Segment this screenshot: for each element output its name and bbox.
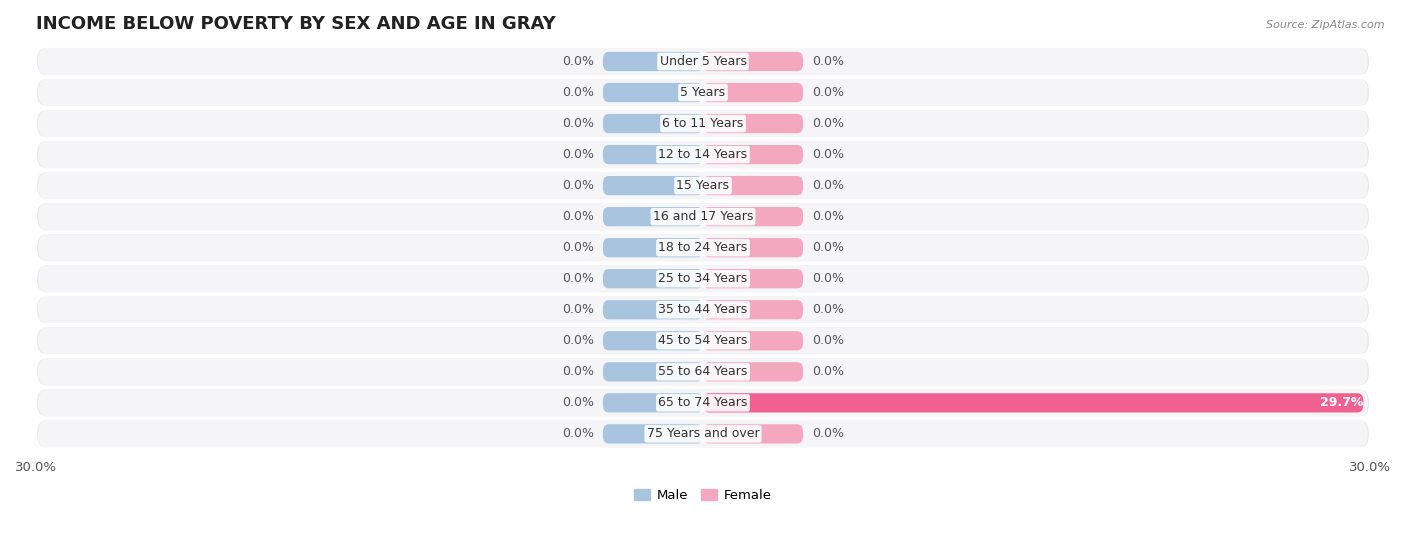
FancyBboxPatch shape bbox=[37, 326, 1369, 355]
FancyBboxPatch shape bbox=[703, 362, 803, 381]
FancyBboxPatch shape bbox=[37, 389, 1369, 417]
Text: 55 to 64 Years: 55 to 64 Years bbox=[658, 366, 748, 378]
Text: 16 and 17 Years: 16 and 17 Years bbox=[652, 210, 754, 223]
FancyBboxPatch shape bbox=[603, 362, 703, 381]
FancyBboxPatch shape bbox=[37, 420, 1369, 448]
FancyBboxPatch shape bbox=[38, 296, 1368, 324]
Text: 0.0%: 0.0% bbox=[811, 210, 844, 223]
Text: 65 to 74 Years: 65 to 74 Years bbox=[658, 396, 748, 409]
FancyBboxPatch shape bbox=[703, 114, 803, 133]
FancyBboxPatch shape bbox=[38, 327, 1368, 354]
Text: 0.0%: 0.0% bbox=[811, 179, 844, 192]
FancyBboxPatch shape bbox=[38, 358, 1368, 386]
FancyBboxPatch shape bbox=[703, 393, 1364, 413]
FancyBboxPatch shape bbox=[703, 331, 803, 350]
FancyBboxPatch shape bbox=[38, 110, 1368, 137]
Text: Under 5 Years: Under 5 Years bbox=[659, 55, 747, 68]
Text: 0.0%: 0.0% bbox=[562, 210, 595, 223]
FancyBboxPatch shape bbox=[37, 78, 1369, 107]
FancyBboxPatch shape bbox=[38, 79, 1368, 106]
Text: INCOME BELOW POVERTY BY SEX AND AGE IN GRAY: INCOME BELOW POVERTY BY SEX AND AGE IN G… bbox=[37, 15, 555, 33]
Text: 0.0%: 0.0% bbox=[562, 272, 595, 285]
FancyBboxPatch shape bbox=[703, 52, 803, 71]
FancyBboxPatch shape bbox=[703, 238, 803, 257]
Text: 0.0%: 0.0% bbox=[562, 86, 595, 99]
FancyBboxPatch shape bbox=[703, 207, 803, 226]
Text: 0.0%: 0.0% bbox=[562, 117, 595, 130]
Text: 0.0%: 0.0% bbox=[562, 148, 595, 161]
FancyBboxPatch shape bbox=[603, 331, 703, 350]
Text: 0.0%: 0.0% bbox=[811, 55, 844, 68]
FancyBboxPatch shape bbox=[603, 145, 703, 164]
Text: 0.0%: 0.0% bbox=[562, 396, 595, 409]
FancyBboxPatch shape bbox=[703, 176, 803, 195]
Legend: Male, Female: Male, Female bbox=[628, 484, 778, 508]
FancyBboxPatch shape bbox=[603, 393, 703, 413]
FancyBboxPatch shape bbox=[38, 141, 1368, 168]
FancyBboxPatch shape bbox=[37, 172, 1369, 200]
FancyBboxPatch shape bbox=[603, 424, 703, 443]
Text: 29.7%: 29.7% bbox=[1320, 396, 1364, 409]
Text: Source: ZipAtlas.com: Source: ZipAtlas.com bbox=[1267, 20, 1385, 30]
FancyBboxPatch shape bbox=[37, 264, 1369, 293]
FancyBboxPatch shape bbox=[603, 52, 703, 71]
FancyBboxPatch shape bbox=[37, 47, 1369, 76]
Text: 0.0%: 0.0% bbox=[811, 117, 844, 130]
FancyBboxPatch shape bbox=[38, 420, 1368, 448]
FancyBboxPatch shape bbox=[603, 114, 703, 133]
FancyBboxPatch shape bbox=[37, 358, 1369, 386]
FancyBboxPatch shape bbox=[37, 110, 1369, 138]
Text: 0.0%: 0.0% bbox=[562, 179, 595, 192]
FancyBboxPatch shape bbox=[703, 300, 803, 319]
Text: 0.0%: 0.0% bbox=[811, 303, 844, 316]
FancyBboxPatch shape bbox=[703, 424, 803, 443]
FancyBboxPatch shape bbox=[37, 202, 1369, 231]
FancyBboxPatch shape bbox=[603, 238, 703, 257]
FancyBboxPatch shape bbox=[603, 83, 703, 102]
Text: 0.0%: 0.0% bbox=[562, 334, 595, 347]
FancyBboxPatch shape bbox=[703, 269, 803, 288]
Text: 0.0%: 0.0% bbox=[811, 428, 844, 440]
FancyBboxPatch shape bbox=[37, 140, 1369, 169]
Text: 0.0%: 0.0% bbox=[562, 428, 595, 440]
FancyBboxPatch shape bbox=[38, 172, 1368, 199]
Text: 5 Years: 5 Years bbox=[681, 86, 725, 99]
FancyBboxPatch shape bbox=[603, 207, 703, 226]
Text: 12 to 14 Years: 12 to 14 Years bbox=[658, 148, 748, 161]
Text: 0.0%: 0.0% bbox=[562, 55, 595, 68]
FancyBboxPatch shape bbox=[603, 176, 703, 195]
Text: 0.0%: 0.0% bbox=[562, 366, 595, 378]
Text: 0.0%: 0.0% bbox=[562, 241, 595, 254]
FancyBboxPatch shape bbox=[38, 389, 1368, 416]
Text: 75 Years and over: 75 Years and over bbox=[647, 428, 759, 440]
FancyBboxPatch shape bbox=[37, 296, 1369, 324]
Text: 15 Years: 15 Years bbox=[676, 179, 730, 192]
Text: 0.0%: 0.0% bbox=[562, 303, 595, 316]
Text: 0.0%: 0.0% bbox=[811, 241, 844, 254]
Text: 0.0%: 0.0% bbox=[811, 148, 844, 161]
FancyBboxPatch shape bbox=[38, 203, 1368, 230]
Text: 0.0%: 0.0% bbox=[811, 86, 844, 99]
FancyBboxPatch shape bbox=[38, 234, 1368, 262]
FancyBboxPatch shape bbox=[703, 83, 803, 102]
FancyBboxPatch shape bbox=[38, 265, 1368, 292]
Text: 35 to 44 Years: 35 to 44 Years bbox=[658, 303, 748, 316]
FancyBboxPatch shape bbox=[603, 300, 703, 319]
Text: 0.0%: 0.0% bbox=[811, 272, 844, 285]
FancyBboxPatch shape bbox=[703, 145, 803, 164]
Text: 0.0%: 0.0% bbox=[811, 334, 844, 347]
FancyBboxPatch shape bbox=[603, 269, 703, 288]
Text: 0.0%: 0.0% bbox=[811, 366, 844, 378]
Text: 25 to 34 Years: 25 to 34 Years bbox=[658, 272, 748, 285]
Text: 6 to 11 Years: 6 to 11 Years bbox=[662, 117, 744, 130]
FancyBboxPatch shape bbox=[37, 234, 1369, 262]
FancyBboxPatch shape bbox=[38, 48, 1368, 75]
Text: 18 to 24 Years: 18 to 24 Years bbox=[658, 241, 748, 254]
Text: 45 to 54 Years: 45 to 54 Years bbox=[658, 334, 748, 347]
